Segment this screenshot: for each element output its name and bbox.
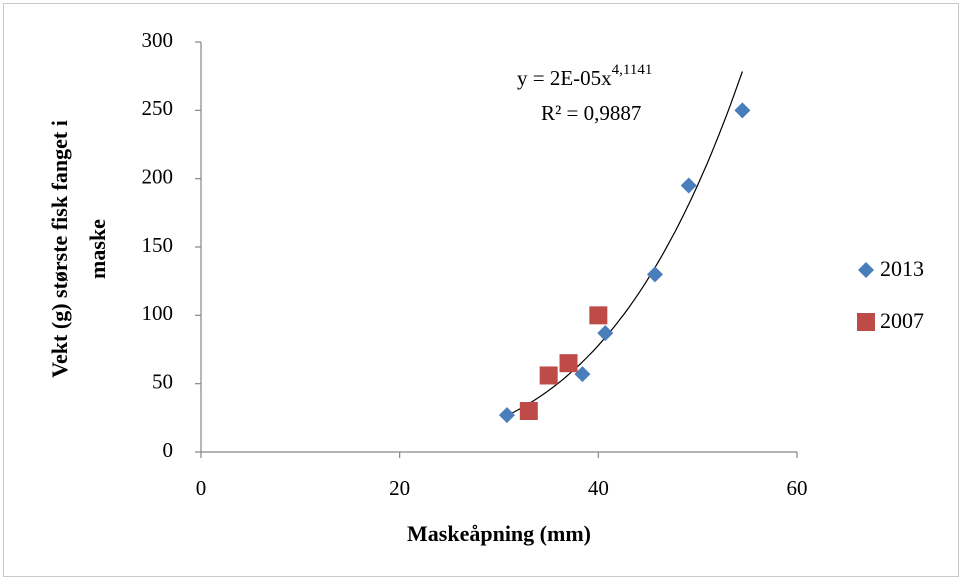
- x-tick-label: 0: [196, 476, 207, 500]
- y-tick-label: 250: [142, 96, 174, 120]
- data-point: [680, 177, 697, 194]
- chart-frame: [3, 3, 959, 577]
- legend-label: 2013: [880, 256, 924, 281]
- y-tick-label: 100: [142, 301, 174, 325]
- y-axis-title: Vekt (g) største fisk fanget i: [47, 120, 72, 378]
- data-point: [646, 266, 663, 283]
- trendline-r-squared: R² = 0,9887: [541, 101, 641, 125]
- data-point: [539, 366, 558, 385]
- trendline-equation: y = 2E-05x4,1141: [517, 62, 652, 89]
- legend-label: 2007: [880, 308, 924, 333]
- data-point: [597, 325, 614, 342]
- data-point: [734, 102, 751, 119]
- y-tick-label: 50: [152, 369, 173, 393]
- y-axis-title: maske: [85, 219, 110, 279]
- data-point: [574, 366, 591, 383]
- x-tick-label: 60: [787, 476, 808, 500]
- data-point: [519, 402, 538, 420]
- y-tick-label: 300: [142, 28, 174, 52]
- data-point: [589, 306, 608, 325]
- x-tick-label: 40: [588, 476, 609, 500]
- x-tick-label: 20: [389, 476, 410, 500]
- data-point: [498, 407, 515, 424]
- trendline: [506, 71, 743, 417]
- equation-exponent: 4,1141: [612, 62, 653, 78]
- equation-text: y = 2E-05x: [517, 66, 612, 90]
- data-point: [559, 354, 578, 373]
- legend-marker: [857, 313, 875, 331]
- y-tick-label: 0: [163, 438, 174, 462]
- y-tick-label: 200: [142, 164, 174, 188]
- legend-marker: [858, 262, 874, 278]
- x-axis-title: Maskeåpning (mm): [407, 521, 591, 546]
- y-tick-label: 150: [142, 233, 174, 257]
